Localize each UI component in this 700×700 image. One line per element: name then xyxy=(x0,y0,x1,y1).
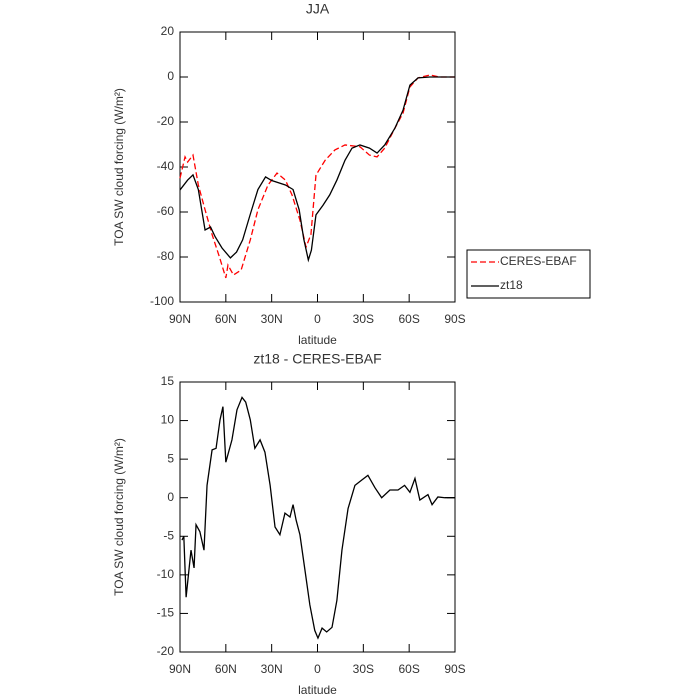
x-tick-label: 60S xyxy=(398,312,419,326)
y-axis-label: TOA SW cloud forcing (W/m²) xyxy=(112,88,126,246)
y-tick-label: -20 xyxy=(157,114,175,128)
x-axis-label: latitude xyxy=(298,683,337,697)
y-tick-label: 0 xyxy=(167,69,174,83)
x-tick-label: 0 xyxy=(314,312,321,326)
y-tick-label: -100 xyxy=(150,294,174,308)
legend-label: CERES-EBAF xyxy=(500,254,577,268)
y-tick-label: -40 xyxy=(157,159,175,173)
x-tick-label: 60N xyxy=(215,662,237,676)
y-tick-label: -10 xyxy=(157,567,175,581)
x-tick-label: 0 xyxy=(314,662,321,676)
y-tick-label: 20 xyxy=(161,24,175,38)
data-line xyxy=(181,396,455,640)
chart-title: JJA xyxy=(306,1,330,17)
x-tick-label: 30S xyxy=(353,312,374,326)
legend-box xyxy=(466,249,591,299)
y-axis-label: TOA SW cloud forcing (W/m²) xyxy=(112,438,126,596)
x-tick-label: 90N xyxy=(169,312,191,326)
y-tick-label: -5 xyxy=(163,528,174,542)
y-tick-label: -80 xyxy=(157,249,175,263)
x-tick-label: 90S xyxy=(444,662,465,676)
y-tick-label: 0 xyxy=(167,490,174,504)
x-tick-label: 90N xyxy=(169,662,191,676)
y-tick-label: -60 xyxy=(157,204,175,218)
y-tick-label: 15 xyxy=(161,374,175,388)
y-tick-label: 5 xyxy=(167,451,174,465)
chart-title: zt18 - CERES-EBAF xyxy=(253,351,381,367)
plot-frame xyxy=(179,381,456,653)
x-tick-label: 90S xyxy=(444,312,465,326)
x-tick-label: 30N xyxy=(261,312,283,326)
y-tick-label: -20 xyxy=(157,644,175,658)
x-axis-label: latitude xyxy=(298,333,337,347)
x-tick-label: 60S xyxy=(398,662,419,676)
x-tick-label: 30N xyxy=(261,662,283,676)
x-tick-label: 30S xyxy=(353,662,374,676)
y-tick-label: -15 xyxy=(157,606,175,620)
data-line xyxy=(179,76,455,263)
x-tick-label: 60N xyxy=(215,312,237,326)
y-tick-label: 10 xyxy=(161,413,175,427)
legend-label: zt18 xyxy=(500,278,523,292)
